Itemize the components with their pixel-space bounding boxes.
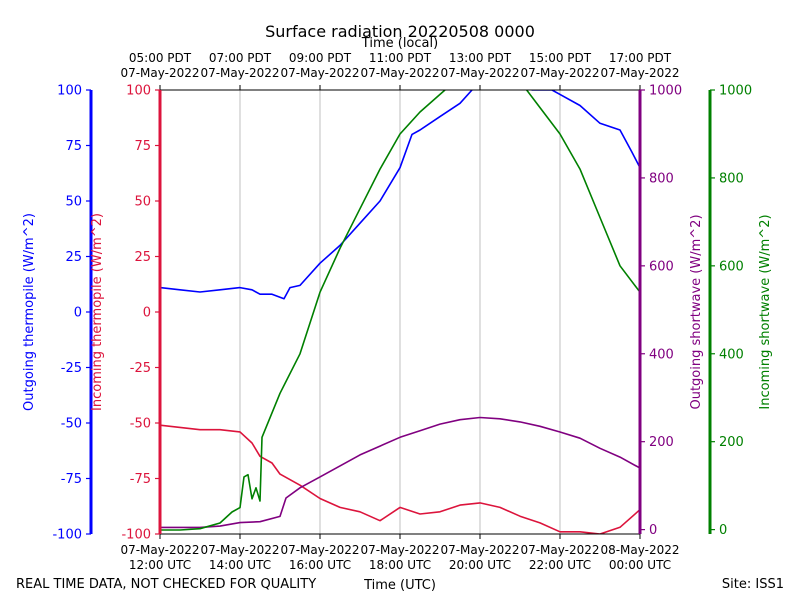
top-tick-time: 11:00 PDT — [369, 51, 432, 65]
x-tick-date: 07-May-2022 — [440, 543, 519, 557]
y-axis-label: Outgoing shortwave (W/m^2) — [689, 214, 704, 409]
y-axis-in_sw: 0 200 400 600 800 1000 Incoming shortwave (W/m… — [708, 84, 773, 538]
y-tick-label: 50 — [134, 195, 151, 210]
x-tick-time: 14:00 UTC — [209, 558, 271, 572]
series-outgoing-shortwave — [160, 416, 640, 529]
y-tick-label: 25 — [65, 250, 82, 265]
top-tick-time: 07:00 PDT — [209, 51, 272, 65]
y-tick-label: 200 — [649, 435, 674, 450]
series-incoming-thermopile — [160, 424, 640, 534]
x-tick-time: 20:00 UTC — [449, 558, 511, 572]
y-tick-label: 800 — [649, 171, 674, 186]
x-tick-time: 22:00 UTC — [529, 558, 591, 572]
data-series — [160, 90, 640, 534]
site-label: Site: ISS1 — [722, 577, 784, 592]
y-tick-label: 75 — [65, 139, 82, 154]
y-tick-label: 1000 — [649, 84, 682, 99]
x-axis-label: Time (UTC) — [363, 578, 436, 593]
y-tick-label: 400 — [719, 347, 744, 362]
y-tick-label: -100 — [52, 528, 82, 543]
y-tick-label: 200 — [719, 435, 744, 450]
y-axis-out_sw: 0 200 400 600 800 1000 Outgoing shortwave (W/m… — [638, 84, 704, 538]
top-tick-date: 07-May-2022 — [120, 66, 199, 80]
x-tick-date: 07-May-2022 — [360, 543, 439, 557]
top-tick-date: 07-May-2022 — [360, 66, 439, 80]
y-tick-label: 600 — [649, 259, 674, 274]
x-tick-time: 18:00 UTC — [369, 558, 431, 572]
y-tick-label: 50 — [65, 195, 82, 210]
y-tick-label: 800 — [719, 171, 744, 186]
y-tick-label: -25 — [130, 361, 151, 376]
top-tick-time: 09:00 PDT — [289, 51, 352, 65]
y-tick-label: 0 — [143, 306, 151, 321]
y-tick-label: 0 — [649, 523, 657, 538]
y-axes: -100 -75 -50 -25 0 25 50 75 100 Outgoing thermopi… — [22, 84, 773, 543]
top-tick-time: 05:00 PDT — [129, 51, 192, 65]
y-tick-label: 25 — [134, 250, 151, 265]
y-tick-label: 0 — [719, 523, 727, 538]
y-axis-out_thermo: -100 -75 -50 -25 0 25 50 75 100 Outgoing thermopi… — [22, 84, 93, 543]
x-tick-date: 08-May-2022 — [600, 543, 679, 557]
y-tick-label: 100 — [57, 84, 82, 99]
y-axis-label: Incoming thermopile (W/m^2) — [90, 213, 105, 411]
y-tick-label: 0 — [74, 306, 82, 321]
top-axis-label: Time (local) — [361, 36, 438, 51]
top-tick-date: 07-May-2022 — [520, 66, 599, 80]
top-tick-date: 07-May-2022 — [280, 66, 359, 80]
top-tick-time: 17:00 PDT — [609, 51, 672, 65]
y-tick-label: 600 — [719, 259, 744, 274]
top-tick-date: 07-May-2022 — [200, 66, 279, 80]
y-tick-label: 75 — [134, 139, 151, 154]
quality-disclaimer: REAL TIME DATA, NOT CHECKED FOR QUALITY — [16, 577, 316, 592]
top-tick-date: 07-May-2022 — [600, 66, 679, 80]
y-tick-label: -100 — [121, 528, 151, 543]
top-tick-time: 13:00 PDT — [449, 51, 512, 65]
chart-title: Surface radiation 20220508 0000 — [265, 22, 535, 41]
x-tick-date: 07-May-2022 — [200, 543, 279, 557]
y-tick-label: 400 — [649, 347, 674, 362]
y-axis-label: Incoming shortwave (W/m^2) — [758, 214, 773, 409]
y-tick-label: 1000 — [719, 84, 752, 99]
y-tick-label: 100 — [126, 84, 151, 99]
series-group — [160, 90, 640, 534]
y-tick-label: -75 — [61, 472, 82, 487]
y-tick-label: -50 — [130, 417, 151, 432]
y-tick-label: -50 — [61, 417, 82, 432]
top-tick-time: 15:00 PDT — [529, 51, 592, 65]
x-tick-time: 16:00 UTC — [289, 558, 351, 572]
y-tick-label: -25 — [61, 361, 82, 376]
series-incoming-shortwave — [160, 90, 640, 531]
y-tick-label: -75 — [130, 472, 151, 487]
x-tick-time: 12:00 UTC — [129, 558, 191, 572]
y-axis-in_thermo: -100 -75 -50 -25 0 25 50 75 100 Incoming thermopi… — [90, 84, 162, 543]
x-tick-date: 07-May-2022 — [280, 543, 359, 557]
vertical-gridlines — [239, 90, 561, 534]
top-tick-date: 07-May-2022 — [440, 66, 519, 80]
x-tick-date: 07-May-2022 — [120, 543, 199, 557]
x-tick-time: 00:00 UTC — [609, 558, 671, 572]
series-outgoing-thermopile — [160, 90, 640, 300]
y-axis-label: Outgoing thermopile (W/m^2) — [22, 213, 37, 411]
x-tick-date: 07-May-2022 — [520, 543, 599, 557]
